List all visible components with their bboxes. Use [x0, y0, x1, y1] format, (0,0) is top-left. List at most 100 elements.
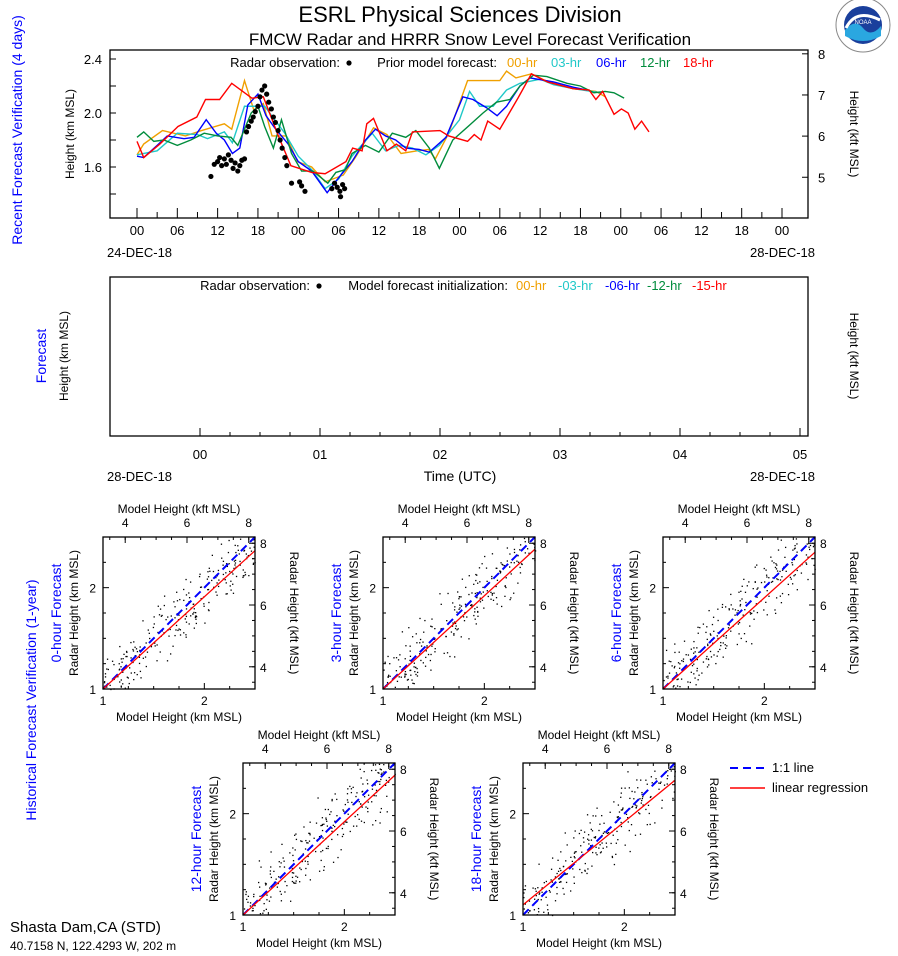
scatter-point	[725, 647, 727, 649]
scatter-point	[320, 851, 322, 853]
scatter-point	[222, 573, 225, 576]
scatter-point	[666, 778, 668, 780]
scatter-point	[349, 830, 351, 833]
ytick-label: 2	[229, 808, 236, 822]
scatter-point	[183, 588, 185, 591]
scatter-point	[426, 646, 428, 649]
scatter-point	[620, 792, 622, 794]
scatter-point	[620, 796, 622, 798]
scatter-point	[765, 601, 767, 604]
scatter-point	[175, 624, 178, 627]
xtick-label: 2	[201, 694, 208, 708]
scatter-point	[169, 653, 172, 655]
scatter-point	[545, 896, 547, 898]
xtick-label: 2	[621, 920, 628, 934]
radar-observation-point	[255, 103, 261, 109]
scatter-point	[459, 607, 461, 609]
scatter-point	[742, 614, 744, 616]
scatter-point	[771, 580, 774, 583]
scatter-point	[628, 829, 630, 832]
scatter-point	[534, 898, 536, 900]
scatter-point	[496, 603, 498, 605]
scatter-point	[723, 635, 725, 637]
scatter-point	[399, 654, 401, 656]
scatter-point	[207, 576, 210, 578]
scatter-point	[303, 826, 305, 828]
scatter-point	[636, 805, 638, 807]
scatter-point	[689, 681, 691, 684]
scatter-point	[106, 658, 109, 660]
scatter-point	[493, 592, 495, 594]
start-date-label: 24-DEC-18	[107, 245, 172, 260]
scatter-point	[248, 574, 250, 577]
scatter-point	[475, 623, 477, 625]
logo-wave	[845, 23, 881, 41]
scatter-point	[532, 887, 534, 889]
scatter-point	[342, 833, 345, 836]
scatter-point	[347, 813, 349, 815]
scatter-point	[768, 577, 770, 579]
legend-entry-00-hr: 00-hr	[516, 278, 547, 293]
scatter-point	[404, 675, 406, 677]
y2tick-label: 4	[820, 661, 827, 675]
scatter-point	[641, 799, 643, 802]
scatter-point	[276, 886, 279, 888]
scatter-point	[351, 801, 353, 804]
scatter-point	[605, 842, 607, 844]
radar-observation-point	[262, 83, 268, 89]
scatter-point	[640, 779, 642, 781]
scatter-point	[230, 589, 232, 591]
scatter-point	[565, 860, 567, 862]
scatter-point	[387, 676, 389, 678]
scatter-point	[756, 588, 758, 590]
y2tick-label: 6	[680, 825, 687, 839]
scatter-point	[537, 907, 540, 910]
scatter-point	[359, 768, 361, 771]
scatter-point	[299, 867, 301, 869]
scatter-point	[681, 660, 683, 662]
y2tick-label: 8	[680, 763, 687, 777]
radar-observation-point	[259, 87, 265, 93]
scatter-point	[543, 911, 545, 913]
scatter-point	[308, 840, 311, 842]
scatter-point	[620, 825, 623, 828]
scatter-point	[774, 566, 777, 569]
scatter-point	[726, 645, 728, 647]
scatter-point	[336, 834, 339, 836]
radar-observation-point	[241, 156, 248, 162]
scatter-point	[725, 637, 727, 639]
scatter-point	[273, 870, 275, 873]
scatter-point	[602, 847, 604, 849]
scatter-point	[670, 770, 672, 772]
scatter-point	[765, 569, 767, 571]
scatter-point	[539, 892, 541, 894]
scatter-point	[805, 563, 808, 565]
xtick-label: 06	[331, 223, 345, 238]
one-to-one-line	[102, 536, 256, 690]
scatter-point	[430, 653, 432, 656]
scatter-point	[617, 804, 620, 806]
scatter-point	[149, 637, 151, 640]
scatter-point	[185, 608, 188, 610]
scatter-point	[133, 678, 135, 681]
scatter-point	[283, 860, 285, 862]
scatter-point	[161, 614, 163, 617]
scatter-point	[383, 771, 385, 773]
scatter-point	[791, 564, 794, 566]
scatter-point	[431, 626, 433, 628]
scatter-point	[334, 820, 336, 822]
scatter-point	[580, 845, 582, 847]
scatter-point	[574, 857, 576, 859]
scatter-point	[538, 911, 540, 913]
scatter-point	[222, 560, 225, 562]
scatter-point	[270, 866, 272, 868]
scatter-point	[746, 585, 748, 587]
panel-title: 3-hour Forecast	[328, 563, 344, 662]
scatter-point	[791, 583, 794, 585]
scatter-point	[667, 675, 669, 677]
scatter-point	[345, 821, 347, 823]
scatter-point	[760, 581, 763, 584]
scatter-point	[409, 655, 412, 657]
radar-observation-point	[228, 157, 234, 163]
scatter-point	[270, 876, 272, 879]
